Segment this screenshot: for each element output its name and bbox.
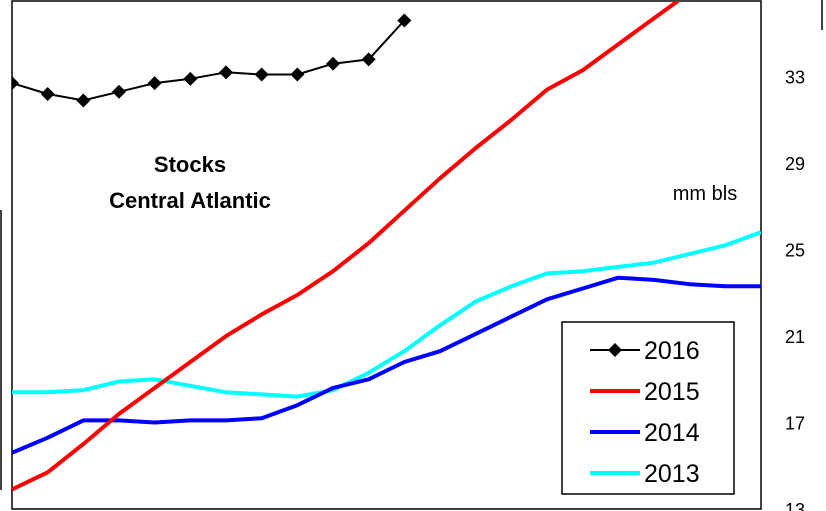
- legend-label-2014: 2014: [644, 419, 700, 447]
- series-point-2016: [147, 76, 162, 91]
- series-point-2016: [12, 76, 19, 91]
- chart-title: Stocks: [154, 152, 226, 177]
- series-line-2015: [12, 1, 682, 492]
- series-point-2016: [76, 93, 91, 108]
- y-tick-label: 21: [785, 327, 805, 347]
- chart-subtitle: Central Atlantic: [109, 188, 271, 213]
- y-tick-label: 13: [785, 500, 805, 511]
- legend-label-2015: 2015: [644, 378, 700, 406]
- y-tick-label: 33: [785, 68, 805, 88]
- legend-label-2016: 2016: [644, 337, 700, 365]
- y-tick-label: 25: [785, 241, 805, 261]
- series-point-2016: [219, 65, 233, 80]
- y-tick-label: 17: [785, 414, 805, 434]
- series-line-2013: [12, 230, 761, 399]
- series-point-2016: [361, 52, 376, 67]
- y-axis-ticks: 13 17 21 25 29 33: [785, 68, 805, 511]
- unit-label: mm bls: [673, 183, 737, 205]
- legend: 2016 2015 2014 2013: [561, 321, 735, 495]
- series-point-2016: [112, 84, 126, 99]
- series-point-2016: [397, 13, 412, 28]
- series-line-2014: [12, 275, 761, 455]
- legend-marker-2016: [608, 343, 622, 357]
- series-point-2016: [40, 86, 55, 101]
- series-point-2016: [254, 67, 269, 82]
- legend-label-2013: 2013: [644, 460, 700, 488]
- series-point-2016: [290, 67, 305, 82]
- series-point-2016: [326, 56, 340, 71]
- series-point-2016: [183, 71, 198, 86]
- series-layer: [12, 1, 761, 492]
- y-tick-label: 29: [785, 154, 805, 174]
